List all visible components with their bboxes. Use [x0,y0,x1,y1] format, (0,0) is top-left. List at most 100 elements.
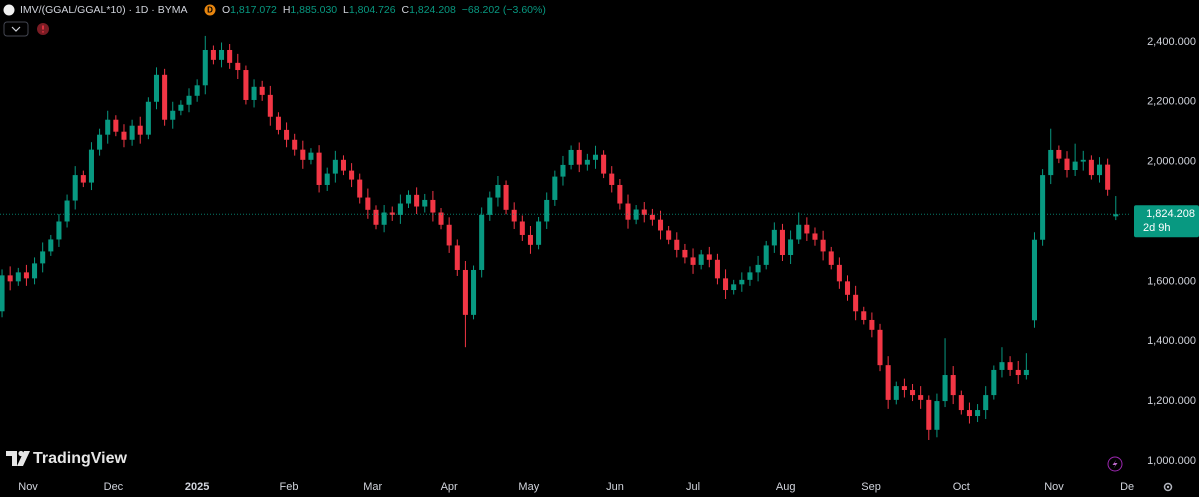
y-tick-label: 1,000.000 [1147,455,1196,467]
candle-body [251,86,257,100]
settings-center [1166,485,1170,489]
ohlc-key: O [222,4,230,16]
candle-body [389,212,395,215]
x-tick-label: Oct [953,481,970,493]
candle-body [861,311,867,320]
ohlc-value: 1,885.030 [290,4,337,16]
candle-body [942,375,948,402]
candle-body [178,104,184,111]
candle-body [153,74,160,102]
candle-body [438,212,444,225]
candle-body [649,214,655,220]
candle-body [300,149,306,160]
candle-body [186,95,192,105]
candle-body [129,125,135,140]
candle-body [901,386,907,390]
candle-body [560,164,566,177]
candle-body [1031,239,1037,321]
candle-body [511,209,517,222]
candle-body [788,239,794,256]
y-tick-label: 2,000.000 [1147,156,1196,168]
collapse-button[interactable] [3,21,29,37]
candle-body [747,272,753,280]
candle-body [414,194,420,207]
candle-body [105,119,111,135]
candle-body [0,275,5,312]
candle-body [332,159,338,174]
x-tick-label: May [518,481,539,493]
plot-area [0,35,1130,440]
candle-body [1064,158,1070,171]
candle-body [755,264,761,273]
candle-body [202,49,208,86]
candle-body [349,170,355,180]
candle-body [219,49,225,60]
candle-body [950,375,956,396]
candle-body [568,149,574,165]
candle-body [284,129,290,140]
last-price-box [1134,205,1199,238]
settings-button[interactable] [1163,482,1173,492]
candle-body [519,221,525,235]
candle-body [820,239,826,252]
candle-body [462,269,468,315]
candle-body [357,179,363,198]
x-tick-label: Aug [776,481,796,493]
candle-body [113,119,119,132]
candle-body [15,272,21,282]
y-tick-label: 2,400.000 [1147,36,1196,48]
candle-body [1105,164,1111,190]
y-tick-label: 1,400.000 [1147,335,1196,347]
x-tick-label: 2025 [185,481,209,493]
candle-body [869,319,875,330]
candle-body [373,209,379,225]
candle-body [40,251,46,264]
watermark-text: TradingView [33,450,128,467]
candle-body [137,125,143,135]
candle-body [308,152,314,160]
candle-body [674,239,680,250]
candle-body [422,199,428,207]
candle-body [235,62,241,71]
symbol: IMV/(GGAL/GGAL*10) · 1D · BYMA [20,4,187,16]
countdown: 2d 9h [1143,222,1171,234]
legend-line: IMV/(GGAL/GGAL*10) · 1D · BYMA [20,4,187,16]
candle-body [446,224,452,246]
candle-body [1072,161,1078,171]
candle-body [430,199,436,213]
candle-body [828,251,834,265]
candle-body [812,233,818,240]
candle-body [584,159,590,165]
candle-body [365,197,371,210]
lightning-button[interactable] [1107,456,1123,472]
candle-body [1080,159,1086,162]
candle-body [454,245,460,270]
candle-body [958,395,964,411]
candle-body [527,234,533,245]
y-tick-label: 2,200.000 [1147,96,1196,108]
candle-body [609,173,615,185]
x-tick-label: Nov [1044,481,1064,493]
symbol-icon [3,4,15,16]
candle-body [723,278,729,291]
candle-body [381,212,387,225]
change: −68.202 (−3.60%) [462,4,546,16]
candle-body [641,209,647,215]
ohlc-value: 1,824.208 [409,4,456,16]
last-price-label: 1,824.208 [1146,208,1195,220]
candle-body [893,386,899,400]
candle-body [763,245,769,265]
candle-body [1007,362,1013,370]
candle-body [162,74,168,120]
candle-body [966,410,972,417]
candle-body [48,239,54,252]
candle-body [80,175,86,183]
candle-body [706,254,712,260]
candle-body [617,184,623,204]
candle-body [991,369,997,396]
candle-body [836,264,842,282]
candle-body [918,395,924,400]
candle-body [844,281,851,295]
